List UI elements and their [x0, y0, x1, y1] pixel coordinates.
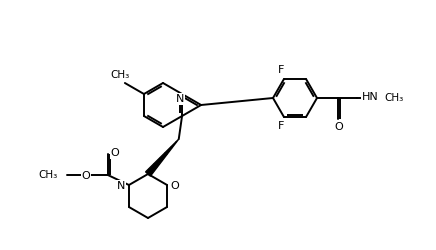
Text: O: O: [82, 171, 91, 181]
Text: N: N: [117, 181, 125, 191]
Text: N: N: [176, 94, 184, 104]
Text: O: O: [170, 181, 180, 191]
Text: O: O: [334, 122, 343, 132]
Text: CH₃: CH₃: [384, 93, 404, 103]
Text: F: F: [278, 121, 284, 131]
Text: O: O: [111, 148, 119, 158]
Text: F: F: [278, 65, 284, 75]
Text: CH₃: CH₃: [110, 70, 129, 80]
Text: HN: HN: [361, 92, 378, 102]
Polygon shape: [146, 139, 179, 176]
Text: CH₃: CH₃: [38, 170, 58, 180]
